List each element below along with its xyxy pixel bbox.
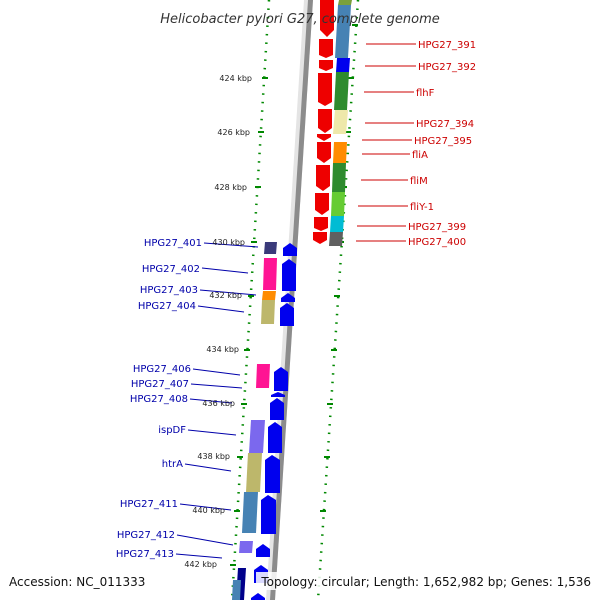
- gene-label[interactable]: htrA: [162, 459, 183, 470]
- genome-title: Helicobacter pylori G27, complete genome: [160, 12, 439, 27]
- gene-label[interactable]: HPG27_395: [414, 136, 472, 147]
- gene-label[interactable]: HPG27_400: [408, 237, 466, 248]
- gene-label[interactable]: HPG27_407: [131, 379, 189, 390]
- footer-backdrop-left: [5, 572, 147, 590]
- tick-label: 438 kbp: [197, 452, 230, 461]
- tick-label: 440 kbp: [192, 506, 225, 515]
- gene-label[interactable]: HPG27_402: [142, 264, 200, 275]
- gene-label[interactable]: HPG27_394: [416, 119, 474, 130]
- gene-label[interactable]: HPG27_391: [418, 40, 476, 51]
- gene-label[interactable]: HPG27_408: [130, 394, 188, 405]
- gene-label[interactable]: HPG27_411: [120, 499, 178, 510]
- tick-label: 426 kbp: [217, 128, 250, 137]
- forward-strand-arrows: [251, 243, 297, 600]
- gene-label[interactable]: ispDF: [158, 425, 186, 436]
- right-gene-labels: HPG27_391 HPG27_392 flhF HPG27_394 HPG27…: [408, 40, 476, 248]
- gene-label[interactable]: HPG27_403: [140, 285, 198, 296]
- tick-labels: 424 kbp 426 kbp 428 kbp 430 kbp 432 kbp …: [184, 74, 252, 569]
- accession-text: Accession: NC_011333: [9, 575, 145, 589]
- gene-label[interactable]: flhF: [416, 88, 435, 99]
- ruler-ticks-left: [230, 77, 268, 566]
- gene-label[interactable]: HPG27_399: [408, 222, 466, 233]
- gene-label[interactable]: HPG27_406: [133, 364, 191, 375]
- gene-label[interactable]: fliA: [412, 150, 428, 161]
- left-gene-labels: HPG27_401 HPG27_402 HPG27_403 HPG27_404 …: [116, 238, 202, 560]
- gene-label[interactable]: HPG27_412: [117, 530, 175, 541]
- reverse-strand-blocks: [329, 0, 352, 246]
- gene-label[interactable]: fliY-1: [410, 202, 434, 213]
- tick-label: 430 kbp: [212, 238, 245, 247]
- gene-label[interactable]: fliM: [410, 176, 428, 187]
- left-leader-lines: [175, 242, 259, 559]
- tick-label: 424 kbp: [219, 74, 252, 83]
- gene-label[interactable]: HPG27_401: [144, 238, 202, 249]
- footer-backdrop-right: [256, 572, 596, 590]
- reverse-strand-arrows: [313, 0, 334, 244]
- gene-label[interactable]: HPG27_392: [418, 62, 476, 73]
- tick-label: 442 kbp: [184, 560, 217, 569]
- gene-label[interactable]: HPG27_404: [138, 301, 196, 312]
- gene-label[interactable]: HPG27_413: [116, 549, 174, 560]
- tick-label: 432 kbp: [209, 291, 242, 300]
- tick-label: 428 kbp: [214, 183, 247, 192]
- tick-label: 434 kbp: [206, 345, 239, 354]
- forward-strand-blocks: [232, 242, 277, 600]
- tick-label: 436 kbp: [202, 399, 235, 408]
- topology-text: Topology: circular; Length: 1,652,982 bp…: [260, 575, 591, 589]
- right-leader-lines: [356, 43, 416, 242]
